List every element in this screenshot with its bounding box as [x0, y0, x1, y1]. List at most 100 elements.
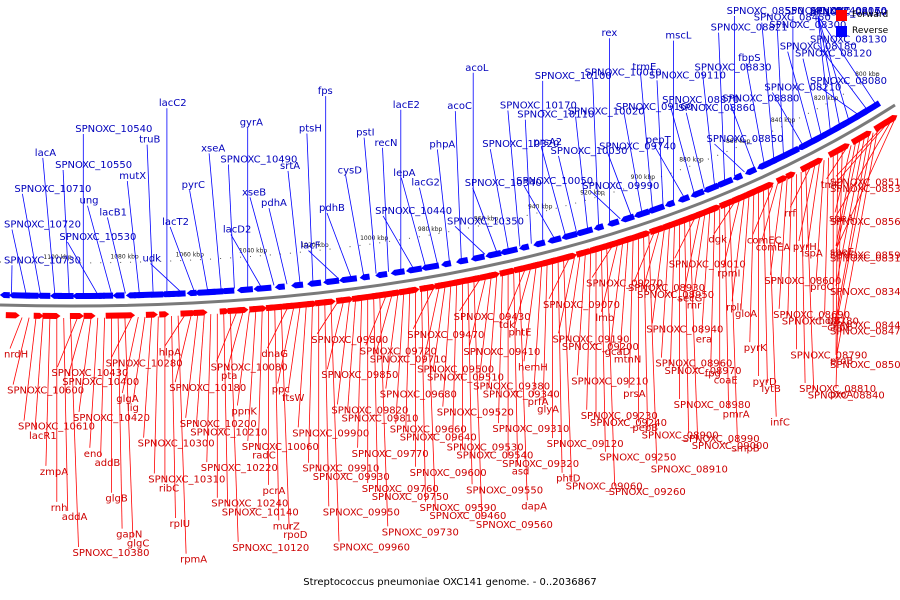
forward-gene-label: SPNOXC_09660	[390, 425, 467, 436]
reverse-gene-label: SPNOXC_08180	[780, 42, 857, 53]
forward-gene-label: radC	[252, 451, 276, 462]
forward-leader	[316, 302, 338, 335]
forward-gene-label: SPNOXC_09340	[483, 389, 560, 400]
reverse-gene-label: xseA	[201, 143, 225, 154]
forward-gene-label: SPNOXC_08470	[830, 327, 900, 338]
forward-leader	[807, 162, 820, 248]
reverse-gene-label: lacB1	[99, 207, 127, 218]
forward-gene-label: glyA	[537, 405, 559, 416]
forward-leader	[337, 301, 350, 405]
reverse-leader	[189, 190, 208, 291]
forward-gene-label: SPNOXC_09260	[609, 487, 686, 498]
forward-leader	[459, 279, 480, 312]
scale-tick-label: 880 kbp	[679, 157, 704, 164]
reverse-leader	[777, 29, 784, 154]
forward-gene	[809, 157, 824, 168]
forward-gene-label: pyrK	[744, 343, 767, 354]
reverse-leader	[62, 169, 70, 295]
reverse-leader	[287, 170, 301, 283]
reverse-gene	[561, 230, 578, 240]
reverse-gene	[36, 292, 51, 299]
reverse-gene-label: SPNOXC_08300	[769, 20, 846, 31]
reverse-gene	[441, 260, 452, 268]
reverse-leader	[146, 144, 154, 293]
forward-gene-label: SPNOXC_10140	[222, 507, 299, 518]
reverse-leader	[489, 149, 509, 250]
reverse-gene-label: SPNOXC_10730	[4, 255, 81, 266]
forward-gene-label: SPNOXC_09540	[456, 450, 533, 461]
reverse-leader	[817, 15, 849, 120]
legend: Forward Reverse	[836, 7, 900, 39]
forward-gene	[785, 171, 796, 180]
forward-gene	[859, 130, 872, 140]
reverse-gene	[147, 291, 164, 298]
reverse-gene-label: gyrA	[240, 118, 263, 129]
scale-tick-label: 1040 kbp	[239, 247, 267, 254]
reverse-gene	[620, 213, 635, 223]
reverse-gene	[99, 292, 114, 299]
forward-gene-label: SPNOXC_10300	[138, 439, 215, 450]
reverse-gene-label: SPNOXC_10530	[59, 232, 136, 243]
forward-gene-label: lytB	[761, 384, 781, 395]
forward-leader	[610, 243, 623, 347]
forward-leader	[548, 258, 570, 299]
forward-leader	[280, 308, 290, 529]
legend-reverse: Reverse	[836, 23, 900, 39]
forward-gene-label: SPNOXC_08440	[830, 320, 900, 331]
forward-gene	[323, 298, 336, 306]
forward-leader	[67, 317, 85, 377]
forward-gene-label: SPNOXC_08500	[830, 360, 900, 371]
forward-leader	[651, 229, 665, 324]
reverse-gene-label: SPNOXC_08170	[810, 6, 887, 17]
forward-gene-label: SPNOXC_08980	[674, 400, 751, 411]
forward-leader	[117, 317, 123, 529]
forward-gene-label: SPNOXC_09680	[380, 390, 457, 401]
forward-gene-label: SPNOXC_09550	[466, 485, 543, 496]
forward-gene-label: murZ	[273, 521, 300, 532]
reverse-gene	[291, 281, 304, 289]
reverse-gene-label: SPNOXC_10020	[568, 107, 645, 118]
forward-leader	[798, 164, 816, 241]
reverse-gene	[63, 292, 74, 300]
forward-gene-label: lacR1	[29, 431, 57, 442]
reverse-gene-label: mscL	[665, 31, 691, 42]
forward-leader	[835, 135, 870, 320]
forward-gene-label: SPNOXC_08560	[830, 217, 900, 228]
reverse-gene	[253, 284, 272, 292]
forward-leader	[514, 268, 531, 327]
reverse-leader	[11, 265, 13, 294]
forward-gene-label: dgk	[708, 235, 727, 246]
forward-leader	[405, 292, 411, 432]
forward-gene	[83, 312, 96, 319]
forward-gene	[564, 252, 578, 261]
reverse-gene-label: SPNOXC_09740	[599, 141, 676, 152]
forward-gene-label: rpmI	[717, 268, 740, 279]
forward-gene-label: eno	[84, 449, 103, 460]
reverse-gene	[456, 256, 469, 265]
forward-leader	[533, 265, 542, 396]
forward-gene-label: smpB	[732, 444, 760, 455]
reverse-leader	[540, 146, 566, 236]
scale-tick-label: 820 kbp	[814, 95, 839, 102]
forward-leader	[132, 316, 146, 402]
forward-leader	[237, 311, 250, 406]
forward-leader	[274, 309, 280, 521]
reverse-leader	[714, 143, 745, 173]
forward-gene-label: ppnK	[231, 407, 257, 418]
reverse-leader	[419, 187, 438, 264]
forward-leader	[601, 244, 618, 312]
reverse-leader	[87, 205, 112, 294]
reverse-leader	[67, 241, 98, 295]
forward-gene-label: SPNOXC_09250	[599, 453, 676, 464]
forward-leader	[504, 269, 526, 320]
forward-leader	[731, 198, 745, 302]
forward-gene-label: SPNOXC_08790	[790, 350, 867, 361]
forward-leader	[628, 239, 634, 388]
forward-gene-label: SPNOXC_09070	[543, 300, 620, 311]
legend-forward-label: Forward	[852, 10, 889, 20]
reverse-gene	[470, 253, 486, 262]
forward-leader	[171, 315, 176, 519]
forward-gene-label: SPNOXC_09900	[292, 428, 369, 439]
forward-gene-label: SPNOXC_10220	[201, 463, 278, 474]
forward-gene-label: lmb	[595, 313, 614, 324]
